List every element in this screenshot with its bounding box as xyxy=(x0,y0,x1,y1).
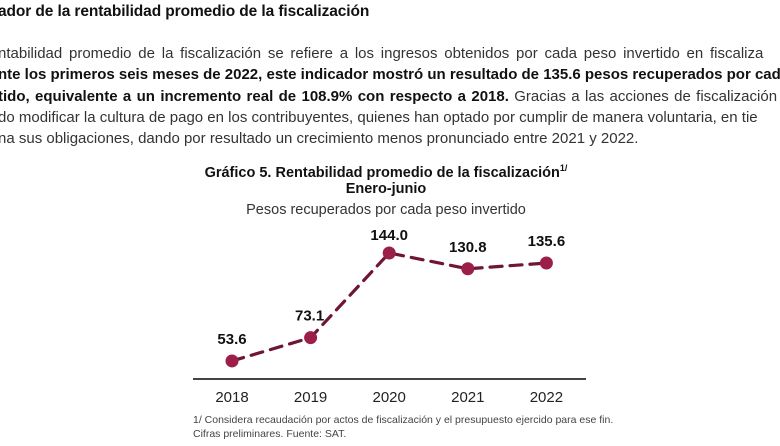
series-line xyxy=(230,251,549,363)
paragraph-bold-text: nte los primeros seis meses de 2022, est… xyxy=(0,66,780,84)
chart-title-text: Gráfico 5. Rentabilidad promedio de la f… xyxy=(204,165,560,181)
section-paragraph: ntabilidad promedio de la fiscalización … xyxy=(0,43,780,149)
chart-units-label: Pesos recuperados por cada peso invertid… xyxy=(246,202,526,218)
data-point xyxy=(304,331,318,345)
data-point xyxy=(382,246,396,260)
data-label: 53.6 xyxy=(217,331,246,348)
paragraph-text: Gracias a las acciones de fiscalización xyxy=(508,87,778,105)
plot-area: 2018 2019 2020 2021 2022 53.6 73.1 144.0 130.8 13… xyxy=(193,227,586,406)
x-tick-label: 2019 xyxy=(294,389,327,406)
chart-subtitle: Enero-junio xyxy=(345,181,427,197)
footnote-1: 1/ Considera recaudación por actos de fi… xyxy=(193,414,614,426)
data-label: 130.8 xyxy=(449,239,487,256)
data-label: 135.6 xyxy=(528,233,566,250)
data-point xyxy=(225,354,239,368)
data-label: 73.1 xyxy=(295,308,324,325)
section-heading: ador de la rentabilidad promedio de la f… xyxy=(0,3,370,20)
chart-title: Gráfico 5. Rentabilidad promedio de la f… xyxy=(0,163,776,181)
paragraph-text: na sus obligaciones, dando por resultado… xyxy=(0,130,639,148)
data-point xyxy=(461,262,475,276)
paragraph-line: ntabilidad promedio de la fiscalización … xyxy=(0,43,780,64)
paragraph-bold-text: tido, equivalente a un incremento real d… xyxy=(0,87,509,105)
paragraph-text: ntabilidad promedio de la fiscalización … xyxy=(0,45,764,62)
x-tick-label: 2021 xyxy=(451,389,484,406)
paragraph-line: do modificar la cultura de pago en los c… xyxy=(0,107,780,128)
x-tick-label: 2018 xyxy=(215,389,248,406)
paragraph-text: do modificar la cultura de pago en los c… xyxy=(0,108,758,126)
paragraph-line: nte los primeros seis meses de 2022, est… xyxy=(0,64,780,85)
chart-title-footnote-ref: 1/ xyxy=(559,163,568,173)
footnote-source: Cifras preliminares. Fuente: SAT. xyxy=(193,428,347,440)
paragraph-line: na sus obligaciones, dando por resultado… xyxy=(0,128,780,149)
data-point xyxy=(539,256,553,270)
x-tick-label: 2020 xyxy=(373,389,406,406)
x-tick-label: 2022 xyxy=(530,389,563,406)
data-label: 144.0 xyxy=(370,227,408,244)
paragraph-line: tido, equivalente a un incremento real d… xyxy=(0,86,780,107)
